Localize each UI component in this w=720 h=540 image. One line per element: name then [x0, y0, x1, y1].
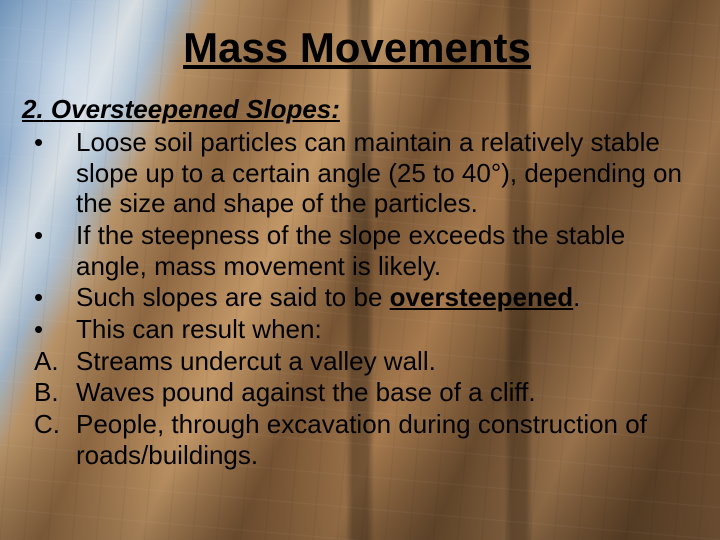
list-item: • This can result when: [22, 314, 692, 345]
list-item: A. Streams undercut a valley wall. [22, 346, 692, 377]
letter-marker: C. [22, 409, 76, 470]
list-item-text: This can result when: [76, 314, 692, 345]
slide-content: Mass Movements 2. Oversteepened Slopes: … [0, 0, 720, 491]
list-item-text: Such slopes are said to be oversteepened… [76, 282, 692, 313]
list-item: • Loose soil particles can maintain a re… [22, 127, 692, 219]
text-post: . [573, 282, 580, 312]
list-item-text: If the steepness of the slope exceeds th… [76, 220, 692, 281]
bullet-marker: • [22, 220, 76, 281]
keyword-oversteepened: oversteepened [390, 282, 574, 312]
list-item: B. Waves pound against the base of a cli… [22, 377, 692, 408]
slide-title: Mass Movements [22, 24, 692, 72]
bullet-marker: • [22, 127, 76, 219]
section-heading: 2. Oversteepened Slopes: [22, 94, 692, 125]
letter-marker: A. [22, 346, 76, 377]
list-item-text: Loose soil particles can maintain a rela… [76, 127, 692, 219]
list-item-text: Streams undercut a valley wall. [76, 346, 692, 377]
letter-marker: B. [22, 377, 76, 408]
bullet-marker: • [22, 282, 76, 313]
text-pre: Such slopes are said to be [76, 282, 390, 312]
list-item: • Such slopes are said to be oversteepen… [22, 282, 692, 313]
bullet-marker: • [22, 314, 76, 345]
section-number: 2. [22, 94, 44, 124]
list-item-text: Waves pound against the base of a cliff. [76, 377, 692, 408]
list-item: C. People, through excavation during con… [22, 409, 692, 470]
bullet-list: • Loose soil particles can maintain a re… [22, 127, 692, 470]
section-heading-text: Oversteepened Slopes: [51, 94, 340, 124]
list-item: • If the steepness of the slope exceeds … [22, 220, 692, 281]
list-item-text: People, through excavation during constr… [76, 409, 692, 470]
